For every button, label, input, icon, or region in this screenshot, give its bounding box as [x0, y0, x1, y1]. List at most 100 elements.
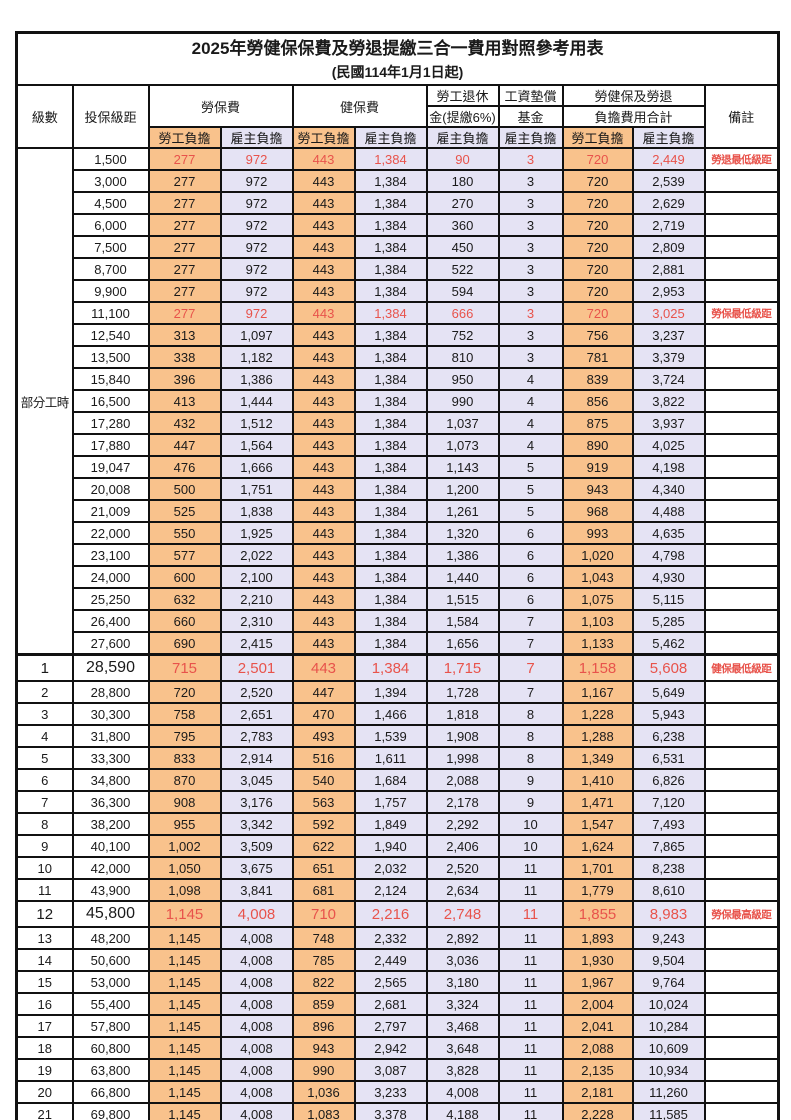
fee-cell: 525 [147, 499, 222, 523]
bracket-cell: 8,700 [71, 257, 150, 281]
fee-cell: 875 [561, 411, 634, 435]
level-cell: 12 [15, 900, 74, 928]
fee-cell: 1,384 [353, 653, 428, 682]
fee-cell: 1,656 [425, 631, 500, 656]
bracket-cell: 22,000 [71, 521, 150, 545]
fee-cell: 5 [497, 499, 564, 523]
fee-cell: 8 [497, 724, 564, 748]
note-cell [703, 948, 780, 972]
title-cell: 2025年勞健保保費及勞退提繳三合一費用對照參考用表 (民國114年1月1日起) [15, 31, 780, 86]
part-time-label: 部分工時 [15, 147, 74, 656]
table-row: 21,009 525 1,838 443 1,384 1,261 5 968 4,488 [17, 499, 780, 523]
fee-cell: 443 [291, 389, 356, 413]
note-cell [703, 213, 780, 237]
fee-cell: 2,942 [353, 1036, 428, 1060]
fee-cell: 443 [291, 653, 356, 682]
fee-cell: 5 [497, 477, 564, 501]
bracket-cell: 16,500 [71, 389, 150, 413]
fee-cell: 1,893 [561, 926, 634, 950]
fee-cell: 11 [497, 856, 564, 880]
fee-cell: 3,509 [219, 834, 294, 858]
fee-cell: 919 [561, 455, 634, 479]
fee-cell: 1,584 [425, 609, 500, 633]
fee-cell: 277 [147, 191, 222, 215]
bracket-cell: 25,250 [71, 587, 150, 611]
fee-cell: 5,608 [631, 653, 706, 682]
fee-cell: 1,384 [353, 169, 428, 193]
note-cell [703, 279, 780, 303]
fee-cell: 360 [425, 213, 500, 237]
fee-cell: 277 [147, 301, 222, 325]
fee-cell: 1,384 [353, 389, 428, 413]
fee-cell: 600 [147, 565, 222, 589]
note-cell [703, 1036, 780, 1060]
fee-cell: 972 [219, 169, 294, 193]
fee-cell: 493 [291, 724, 356, 748]
bracket-cell: 11,100 [71, 301, 150, 325]
col-header-arrears-line2: 基金 [497, 105, 564, 128]
table-row: 2 28,800 720 2,520 447 1,394 1,728 7 1,167 5,649 [15, 680, 780, 704]
fee-cell: 720 [561, 147, 634, 171]
fee-cell: 443 [291, 279, 356, 303]
fee-cell: 8,238 [631, 856, 706, 880]
fee-cell: 4,340 [631, 477, 706, 501]
fee-cell: 752 [425, 323, 500, 347]
fee-cell: 1,384 [353, 323, 428, 347]
fee-cell: 1,751 [219, 477, 294, 501]
fee-cell: 1,855 [561, 900, 634, 928]
table-row: 4,500 277 972 443 1,384 270 3 720 2,629 [17, 191, 780, 215]
fee-cell: 1,384 [353, 433, 428, 457]
note-cell [703, 724, 780, 748]
fee-cell: 443 [291, 433, 356, 457]
note-cell [703, 812, 780, 836]
header-row-2: 金(提繳6%) 基金 負擔費用合計 [17, 105, 779, 128]
subheader-labor-employer: 雇主負擔 [219, 126, 294, 149]
note-cell [703, 878, 780, 902]
page-title: 2025年勞健保保費及勞退提繳三合一費用對照參考用表 [191, 39, 604, 58]
fee-cell: 1,261 [425, 499, 500, 523]
table-row: 24,000 600 2,100 443 1,384 1,440 6 1,043 4,930 [17, 565, 780, 589]
fee-cell: 2,748 [425, 900, 500, 928]
bracket-cell: 60,800 [71, 1036, 150, 1060]
note-cell [703, 455, 780, 479]
table-row: 15 53,000 1,145 4,008 822 2,565 3,180 11 1,967 9,… [15, 970, 780, 994]
fee-cell: 443 [291, 323, 356, 347]
fee-cell: 11 [497, 948, 564, 972]
note-cell: 勞退最低級距 [703, 147, 780, 171]
fee-cell: 5,115 [631, 587, 706, 611]
note-cell [703, 834, 780, 858]
note-cell [703, 543, 780, 567]
fee-cell: 1,384 [353, 191, 428, 215]
fee-cell: 3,087 [353, 1058, 428, 1082]
fee-cell: 720 [561, 257, 634, 281]
fee-cell: 1,145 [147, 926, 222, 950]
fee-cell: 277 [147, 169, 222, 193]
note-cell [703, 235, 780, 259]
fee-cell: 2,228 [561, 1102, 634, 1120]
level-cell: 21 [15, 1102, 74, 1120]
bracket-cell: 50,600 [71, 948, 150, 972]
fee-cell: 2,634 [425, 878, 500, 902]
fee-cell: 720 [147, 680, 222, 704]
fee-cell: 1,384 [353, 301, 428, 325]
fee-cell: 943 [291, 1036, 356, 1060]
table-row: 20,008 500 1,751 443 1,384 1,200 5 943 4,340 [17, 477, 780, 501]
fee-cell: 1,940 [353, 834, 428, 858]
fee-cell: 9,764 [631, 970, 706, 994]
fee-cell: 277 [147, 257, 222, 281]
level-cell: 10 [15, 856, 74, 880]
note-cell [703, 345, 780, 369]
fee-cell: 277 [147, 235, 222, 259]
fee-cell: 1,384 [353, 279, 428, 303]
note-cell [703, 1058, 780, 1082]
table-row: 11 43,900 1,098 3,841 681 2,124 2,634 11 1,779 8,… [15, 878, 780, 902]
fee-cell: 6,826 [631, 768, 706, 792]
fee-cell: 10 [497, 834, 564, 858]
fee-cell: 2,501 [219, 653, 294, 682]
fee-cell: 972 [219, 147, 294, 171]
fee-cell: 4,488 [631, 499, 706, 523]
fee-cell: 1,394 [353, 680, 428, 704]
fee-cell: 1,384 [353, 411, 428, 435]
fee-cell: 1,384 [353, 631, 428, 656]
fee-cell: 516 [291, 746, 356, 770]
